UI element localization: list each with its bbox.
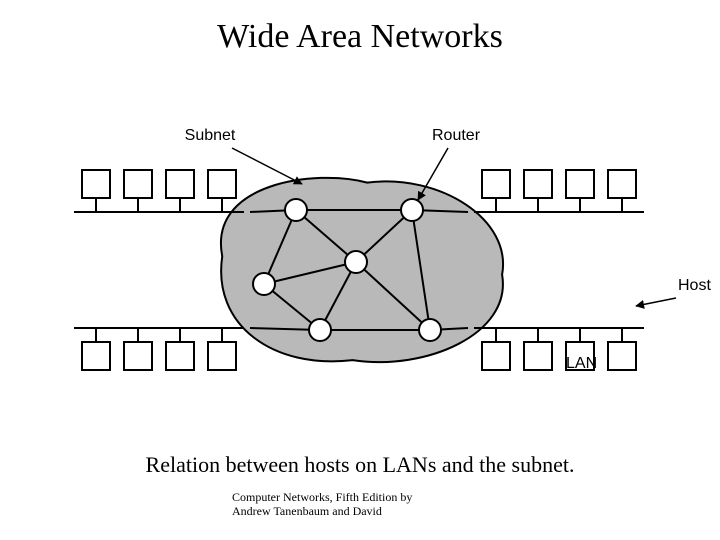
subnet-label: Subnet <box>185 127 236 144</box>
router-node <box>309 319 331 341</box>
host-label: Host <box>678 277 711 294</box>
host-node <box>524 342 552 370</box>
router-label: Router <box>432 127 481 144</box>
host-arrow <box>636 298 676 306</box>
host-node <box>124 342 152 370</box>
router-node <box>345 251 367 273</box>
host-node <box>166 342 194 370</box>
host-node <box>482 170 510 198</box>
subnet-arrow <box>232 148 302 184</box>
host-node <box>82 170 110 198</box>
router-node <box>401 199 423 221</box>
host-node <box>524 170 552 198</box>
lan-label: LAN <box>566 355 597 372</box>
host-node <box>82 342 110 370</box>
host-node <box>608 170 636 198</box>
router-node <box>419 319 441 341</box>
host-node <box>124 170 152 198</box>
host-node <box>208 170 236 198</box>
host-node <box>608 342 636 370</box>
wan-diagram: Subnet Router Host LAN <box>0 0 720 540</box>
router-node <box>285 199 307 221</box>
host-node <box>208 342 236 370</box>
router-node <box>253 273 275 295</box>
host-node <box>166 170 194 198</box>
host-node <box>482 342 510 370</box>
host-node <box>566 170 594 198</box>
